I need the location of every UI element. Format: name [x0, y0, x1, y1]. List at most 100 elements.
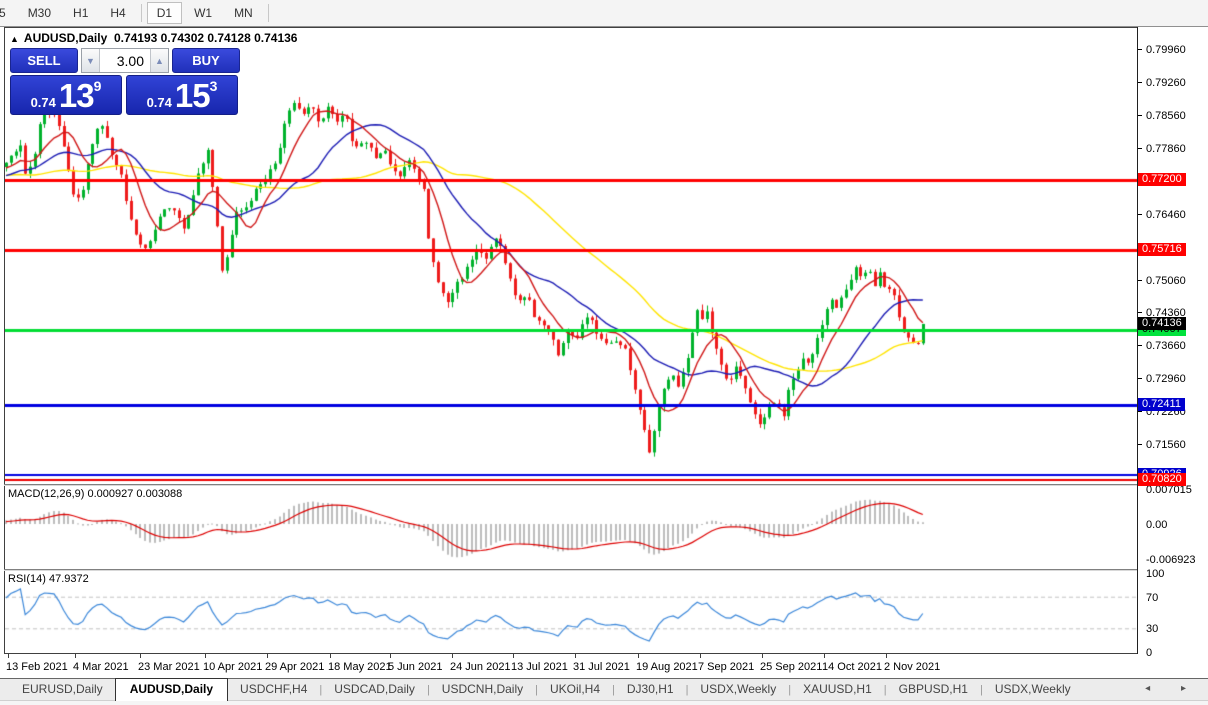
- buy-price-button[interactable]: 0.74 15 3: [126, 75, 238, 115]
- panel-divider[interactable]: [4, 484, 1208, 486]
- sell-price-big: 13: [58, 77, 95, 114]
- tab-DJ30-H1[interactable]: DJ30,H1: [626, 682, 674, 696]
- buy-price-main: 0.74: [146, 95, 172, 110]
- date-axis-label: 31 Jul 2021: [573, 661, 630, 673]
- price-axis-label: 0.77860: [1146, 142, 1186, 155]
- date-axis-tick: [762, 654, 763, 658]
- toolbar-separator: [140, 4, 142, 22]
- date-axis-label: 25 Sep 2021: [760, 661, 823, 673]
- price-axis-tick: [1138, 345, 1142, 347]
- date-axis-label: 13 Jul 2021: [511, 661, 568, 673]
- timeframe-button-5[interactable]: 5: [0, 6, 6, 20]
- price-axis-label: 0.72960: [1146, 373, 1186, 386]
- one-click-collapse-icon[interactable]: ▲: [10, 34, 19, 44]
- date-axis-label: 14 Oct 2021: [822, 661, 882, 673]
- price-axis-tick: [1138, 444, 1142, 445]
- date-axis-tick: [452, 654, 453, 658]
- one-click-trading-panel: SELL ▼ 3.00 ▲ BUY 0.74 13 9 0.74 15 3: [10, 48, 240, 115]
- date-axis-label: 10 Apr 2021: [203, 661, 263, 673]
- macd-chart-canvas[interactable]: [5, 486, 1137, 569]
- price-axis-label: 0.74360: [1146, 307, 1186, 320]
- price-axis: 0.79960 0.79260 0.78560 0.77860 0.76460 0.750…: [1137, 27, 1208, 659]
- timeframe-button-H4[interactable]: H4: [110, 6, 126, 20]
- volume-decrease-icon[interactable]: ▼: [82, 49, 100, 72]
- timeframe-button-H1[interactable]: H1: [73, 6, 89, 20]
- price-axis-tick: [1138, 213, 1142, 215]
- date-axis-label: 19 Aug 2021: [636, 661, 698, 673]
- macd-axis-label: 0.007015: [1146, 484, 1192, 496]
- price-axis-label: 0.79960: [1146, 44, 1186, 57]
- panel-divider[interactable]: [4, 569, 1208, 571]
- date-axis-label: 4 Mar 2021: [73, 661, 129, 673]
- rsi-chart-canvas[interactable]: [5, 571, 1137, 654]
- date-axis-label: 23 Mar 2021: [138, 661, 200, 673]
- rsi-axis-label: 0: [1146, 647, 1153, 659]
- timeframe-toolbar: 5 M30 H1 H4 D1 W1 MN: [0, 0, 1208, 27]
- price-line-tag: 0.74136: [1138, 316, 1186, 330]
- tab-AUDUSD-Daily[interactable]: AUDUSD,Daily: [114, 678, 229, 701]
- price-axis-label: 0.73660: [1146, 340, 1186, 353]
- tab-separator: |: [426, 684, 430, 696]
- timeframe-button-W1[interactable]: W1: [194, 6, 213, 20]
- buy-button[interactable]: BUY: [172, 48, 240, 73]
- date-axis-label: 5 Jun 2021: [388, 661, 443, 673]
- date-axis-tick: [824, 654, 825, 658]
- date-axis-tick: [8, 654, 9, 658]
- tab-USDCHF-H4[interactable]: USDCHF,H4: [240, 682, 308, 696]
- tab-XAUUSD-H1[interactable]: XAUUSD,H1: [803, 682, 872, 696]
- tab-separator: |: [788, 684, 792, 696]
- price-axis-label: 0.79260: [1146, 77, 1186, 90]
- price-axis-label: 0.75060: [1146, 274, 1186, 287]
- timeframe-button-M30[interactable]: M30: [27, 6, 52, 20]
- tab-GBPUSD-H1[interactable]: GBPUSD,H1: [898, 682, 968, 696]
- price-line-tag: 0.72411: [1138, 398, 1185, 411]
- price-axis-tick: [1138, 411, 1142, 413]
- date-axis-label: 29 Apr 2021: [265, 661, 325, 673]
- chart-ohlc-values: 0.74193 0.74302 0.74128 0.74136: [113, 31, 298, 45]
- tab-separator: |: [979, 684, 983, 696]
- price-axis-label: 0.71560: [1146, 439, 1186, 451]
- tab-USDX-Weekly[interactable]: USDX,Weekly: [994, 682, 1071, 696]
- chart-title: ▲ AUDUSD,Daily 0.74193 0.74302 0.74128 0.…: [10, 31, 297, 45]
- buy-price-pip: 3: [209, 78, 218, 94]
- timeframe-button-MN[interactable]: MN: [234, 6, 253, 20]
- date-axis-tick: [205, 654, 206, 658]
- price-axis-tick: [1138, 115, 1142, 116]
- price-line-tag: 0.70820: [1138, 472, 1186, 486]
- date-axis-tick: [513, 654, 514, 658]
- price-axis-label: 0.78560: [1146, 110, 1186, 122]
- price-axis-label: 0.76460: [1146, 208, 1186, 221]
- tab-USDX-Weekly[interactable]: USDX,Weekly: [700, 682, 777, 696]
- buy-price-big: 15: [174, 77, 211, 114]
- chart-symbol-label: AUDUSD,Daily: [23, 31, 108, 45]
- macd-indicator-label: MACD(12,26,9) 0.000927 0.003088: [8, 488, 183, 500]
- date-axis-label: 13 Feb 2021: [6, 661, 68, 673]
- tab-separator: |: [685, 684, 689, 696]
- rsi-indicator-label: RSI(14) 47.9372: [8, 573, 89, 585]
- sell-price-button[interactable]: 0.74 13 9: [10, 75, 122, 115]
- tab-USDCNH-Daily[interactable]: USDCNH,Daily: [441, 682, 524, 696]
- price-axis-tick: [1138, 279, 1142, 281]
- volume-input[interactable]: 3.00: [116, 52, 144, 69]
- price-line-tag: 0.75716: [1138, 242, 1186, 256]
- tab-EURUSD-Daily[interactable]: EURUSD,Daily: [22, 682, 103, 696]
- sell-button[interactable]: SELL: [10, 48, 78, 73]
- tab-USDCAD-Daily[interactable]: USDCAD,Daily: [334, 682, 415, 696]
- volume-increase-icon[interactable]: ▲: [150, 49, 168, 72]
- tab-separator: |: [612, 684, 615, 696]
- date-axis-tick: [638, 654, 639, 658]
- date-axis-tick: [700, 654, 701, 658]
- tab-separator: |: [535, 684, 538, 696]
- date-axis-tick: [886, 654, 887, 658]
- tab-separator: |: [319, 684, 323, 696]
- macd-axis-label: 0.00: [1146, 519, 1168, 531]
- timeframe-button-D1[interactable]: D1: [146, 2, 183, 24]
- tab-UKOil-H4[interactable]: UKOil,H4: [550, 682, 601, 696]
- rsi-axis-label: 100: [1146, 568, 1165, 580]
- date-axis: 13 Feb 2021 4 Mar 2021 23 Mar 2021 10 Apr 2…: [4, 654, 1137, 678]
- tab-scroll-arrows[interactable]: ◂ ▸: [1145, 683, 1200, 694]
- price-line-tag: 0.77200: [1138, 172, 1186, 186]
- rsi-axis-label: 70: [1146, 591, 1159, 604]
- date-axis-label: 18 May 2021: [328, 661, 392, 673]
- sell-price-main: 0.74: [30, 95, 56, 110]
